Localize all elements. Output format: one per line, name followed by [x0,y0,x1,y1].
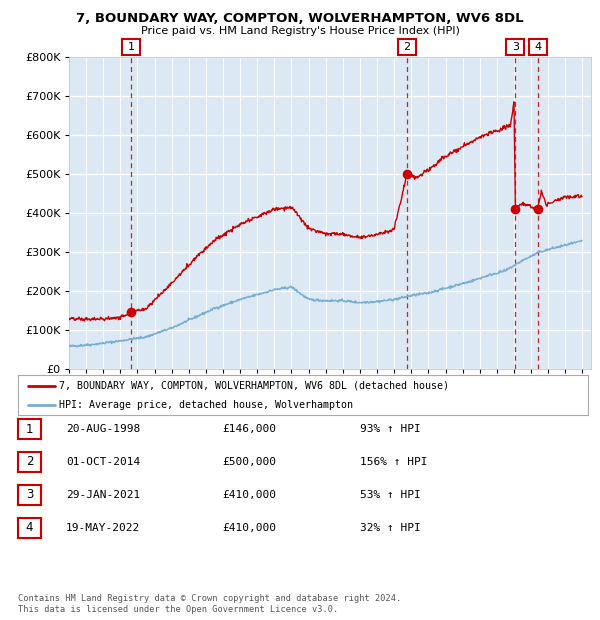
Text: £410,000: £410,000 [222,490,276,500]
Text: 4: 4 [26,521,33,534]
Text: 01-OCT-2014: 01-OCT-2014 [66,457,140,467]
Text: Price paid vs. HM Land Registry's House Price Index (HPI): Price paid vs. HM Land Registry's House … [140,26,460,36]
Text: 2: 2 [403,42,410,52]
Text: HPI: Average price, detached house, Wolverhampton: HPI: Average price, detached house, Wolv… [59,399,353,410]
Text: 20-AUG-1998: 20-AUG-1998 [66,424,140,434]
Text: £146,000: £146,000 [222,424,276,434]
Text: 156% ↑ HPI: 156% ↑ HPI [360,457,427,467]
Text: £500,000: £500,000 [222,457,276,467]
Text: 32% ↑ HPI: 32% ↑ HPI [360,523,421,533]
Text: 1: 1 [128,42,135,52]
Text: 53% ↑ HPI: 53% ↑ HPI [360,490,421,500]
Text: 3: 3 [512,42,519,52]
Text: 29-JAN-2021: 29-JAN-2021 [66,490,140,500]
Text: 4: 4 [534,42,541,52]
Text: 2: 2 [26,456,33,468]
Text: £410,000: £410,000 [222,523,276,533]
Text: Contains HM Land Registry data © Crown copyright and database right 2024.
This d: Contains HM Land Registry data © Crown c… [18,595,401,614]
Text: 1: 1 [26,423,33,435]
Text: 93% ↑ HPI: 93% ↑ HPI [360,424,421,434]
Text: 19-MAY-2022: 19-MAY-2022 [66,523,140,533]
Text: 3: 3 [26,489,33,501]
Text: 7, BOUNDARY WAY, COMPTON, WOLVERHAMPTON, WV6 8DL: 7, BOUNDARY WAY, COMPTON, WOLVERHAMPTON,… [76,12,524,25]
Text: 7, BOUNDARY WAY, COMPTON, WOLVERHAMPTON, WV6 8DL (detached house): 7, BOUNDARY WAY, COMPTON, WOLVERHAMPTON,… [59,381,449,391]
